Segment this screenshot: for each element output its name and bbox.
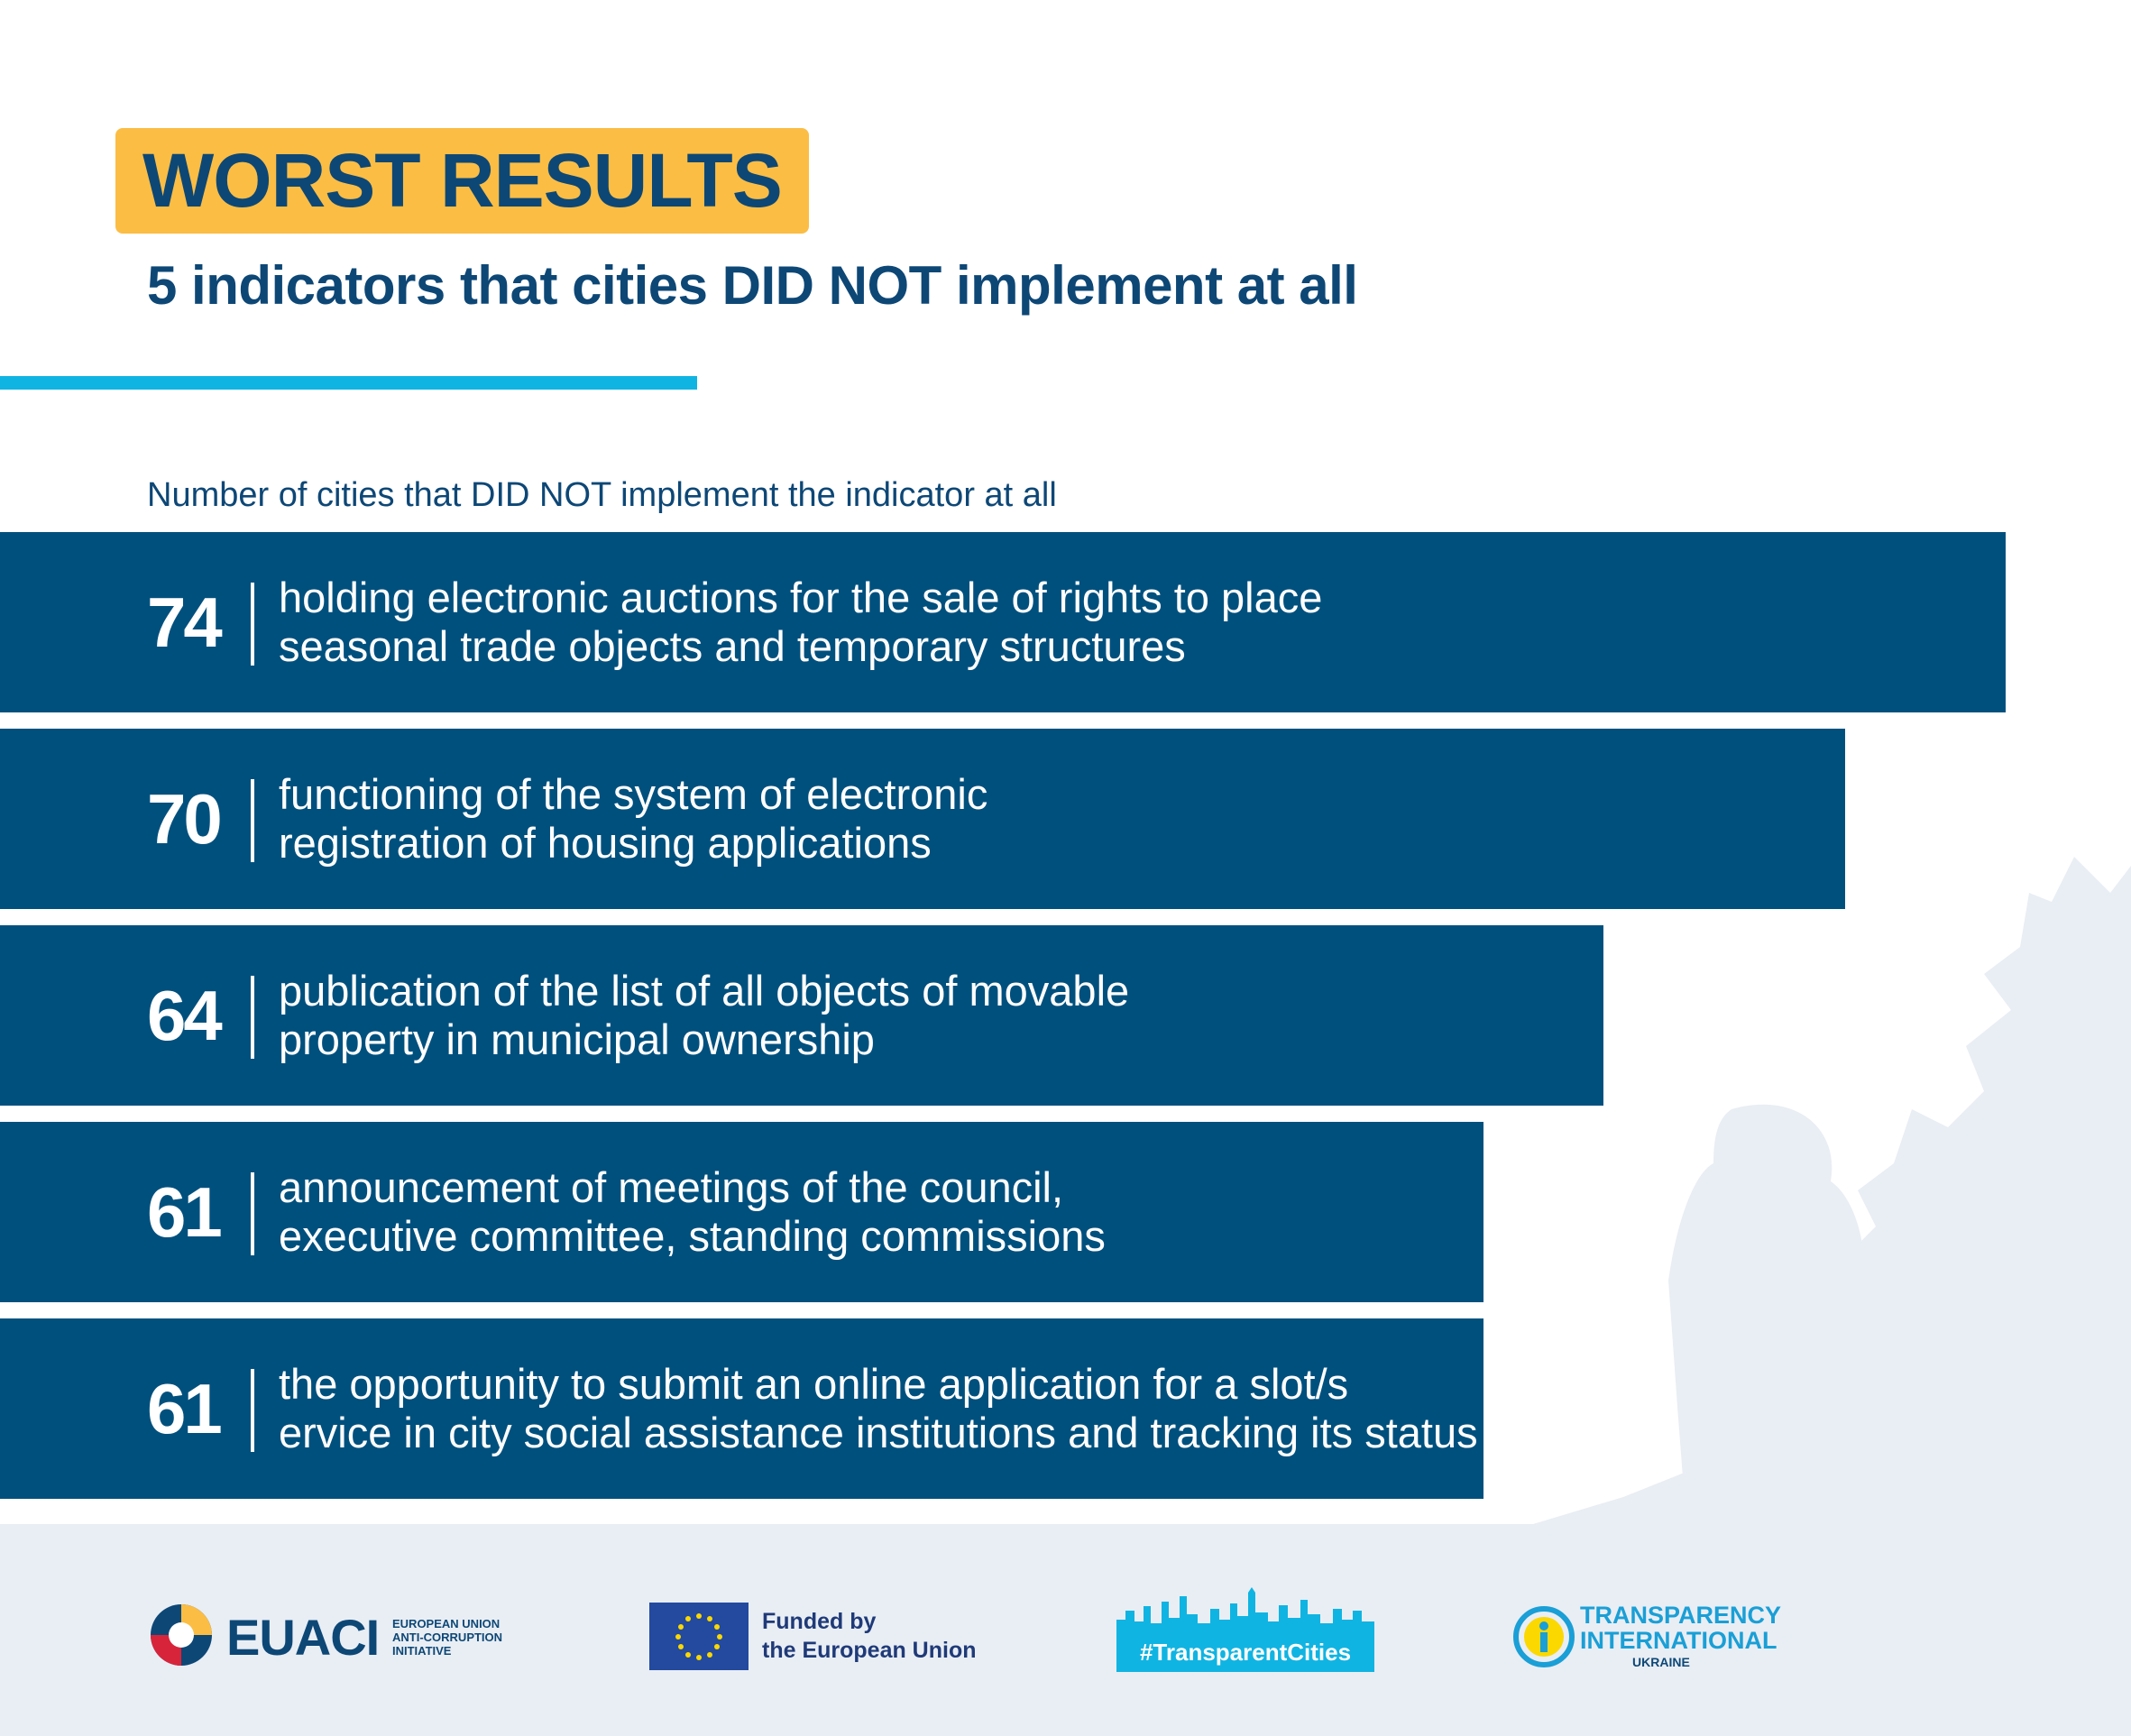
euaci-emblem-icon: [151, 1604, 212, 1666]
bar-category-label: functioning of the system of electronic …: [279, 770, 988, 867]
bar-separator: [251, 1369, 254, 1452]
bar-4: 61 announcement of meetings of the counci…: [0, 1122, 1483, 1302]
bar-separator: [251, 1172, 254, 1255]
footer-band: [0, 1524, 2131, 1736]
ti-emblem-icon: [1513, 1606, 1575, 1667]
eu-flag-icon: [649, 1603, 749, 1670]
eu-funded-logo: Funded by the European Union: [649, 1603, 992, 1673]
bar-category-label: holding electronic auctions for the sale…: [279, 574, 1323, 670]
city-skyline-icon: [1116, 1587, 1374, 1634]
bar-value-label: 61: [147, 1171, 223, 1252]
transparent-cities-logo: #TransparentCities: [1116, 1584, 1378, 1674]
eu-funded-text: Funded by the European Union: [762, 1609, 977, 1663]
title-badge: WORST RESULTS: [115, 128, 809, 234]
chart-title: Number of cities that DID NOT implement …: [147, 476, 1057, 514]
ti-name: TRANSPARENCY INTERNATIONAL: [1580, 1602, 1782, 1654]
bar-category-label: announcement of meetings of the council,…: [279, 1163, 1106, 1260]
bar-separator: [251, 583, 254, 666]
bar-value-label: 64: [147, 975, 223, 1055]
transparency-international-logo: TRANSPARENCY INTERNATIONAL UKRAINE: [1513, 1601, 1820, 1675]
accent-line: [0, 376, 697, 390]
bar-separator: [251, 976, 254, 1059]
bar-separator: [251, 779, 254, 862]
euaci-name: EUACI: [226, 1609, 380, 1666]
euaci-subtitle: EUROPEAN UNION ANTI-CORRUPTION INITIATIV…: [392, 1617, 503, 1658]
bar-value-label: 61: [147, 1368, 223, 1448]
bar-value-label: 70: [147, 778, 223, 859]
transparent-cities-label: #TransparentCities: [1116, 1632, 1374, 1672]
bar-value-label: 74: [147, 582, 223, 662]
bar-5: 61 the opportunity to submit an online ap…: [0, 1318, 1483, 1499]
euaci-logo: EUACI EUROPEAN UNION ANTI-CORRUPTION INI…: [147, 1601, 526, 1673]
bar-1: 74 holding electronic auctions for the sa…: [0, 532, 2006, 712]
bar-3: 64 publication of the list of all objects…: [0, 925, 1603, 1106]
page-subtitle: 5 indicators that cities DID NOT impleme…: [147, 255, 1358, 316]
bar-category-label: the opportunity to submit an online appl…: [279, 1360, 1478, 1456]
page-title: WORST RESULTS: [142, 138, 783, 223]
ti-country: UKRAINE: [1632, 1655, 1690, 1669]
bar-category-label: publication of the list of all objects o…: [279, 967, 1130, 1063]
bar-2: 70 functioning of the system of electroni…: [0, 729, 1845, 909]
